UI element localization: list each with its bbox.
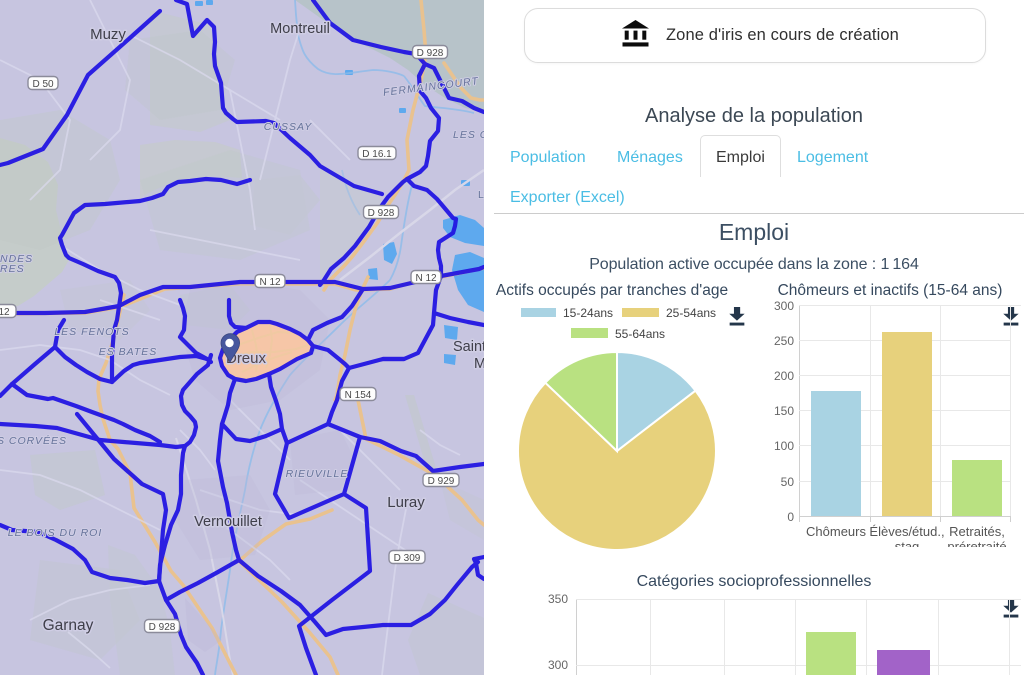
svg-text:RES: RES — [0, 263, 25, 275]
svg-text:Luray: Luray — [387, 494, 425, 511]
svg-text:D 928: D 928 — [368, 208, 395, 219]
svg-text:Garnay: Garnay — [43, 617, 94, 634]
svg-text:CUSSAY: CUSSAY — [264, 121, 312, 133]
svg-text:LES FENOTS: LES FENOTS — [54, 326, 129, 338]
svg-text:12: 12 — [0, 307, 10, 318]
svg-text:D 928: D 928 — [417, 48, 444, 59]
svg-text:M: M — [474, 356, 484, 372]
svg-text:Muzy: Muzy — [90, 26, 126, 43]
svg-text:D 928: D 928 — [149, 622, 176, 633]
svg-text:Vernouillet: Vernouillet — [194, 514, 262, 530]
svg-text:Montreuil: Montreuil — [270, 21, 330, 37]
svg-text:NDES: NDES — [0, 253, 33, 265]
svg-text:LE BOIS DU ROI: LE BOIS DU ROI — [8, 527, 103, 539]
svg-text:Saint: Saint — [453, 339, 484, 355]
svg-text:D 16.1: D 16.1 — [362, 149, 392, 160]
svg-text:N 12: N 12 — [415, 273, 437, 284]
svg-text:LES OS: LES OS — [453, 129, 484, 141]
svg-text:L: L — [478, 189, 484, 201]
svg-text:RIEUVILLE: RIEUVILLE — [286, 468, 349, 480]
svg-text:D 50: D 50 — [32, 79, 54, 90]
svg-text:N 12: N 12 — [259, 277, 281, 288]
svg-text:N 154: N 154 — [345, 390, 372, 401]
svg-text:ES BATES: ES BATES — [99, 346, 158, 358]
svg-text:ES CORVÉES: ES CORVÉES — [0, 434, 67, 447]
svg-text:D 309: D 309 — [394, 553, 421, 564]
svg-text:D 929: D 929 — [428, 476, 455, 487]
